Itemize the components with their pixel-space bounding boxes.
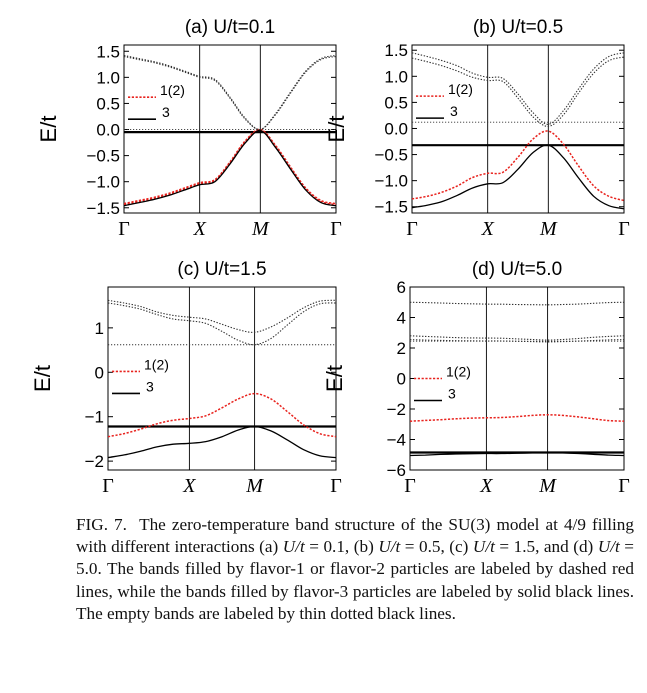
y-axis-label: E/t [30, 365, 55, 392]
x-tick-label: M [538, 475, 557, 497]
legend-label-3: 3 [162, 104, 170, 120]
y-axis-label: E/t [324, 116, 349, 143]
band-filled12 [124, 128, 336, 205]
y-tick-label: −0.5 [86, 147, 120, 166]
band-filled3 [412, 144, 624, 210]
band-empty [410, 335, 624, 341]
y-tick-label: 0.0 [384, 119, 408, 138]
y-tick-label: 1.5 [96, 42, 120, 61]
y-tick-label: 1.5 [384, 41, 408, 60]
y-tick-label: −0.5 [374, 146, 408, 165]
band-structure-figure: (a) U/t=0.1E/t1.51.00.50.0−0.5−1.0−1.5Γ X… [30, 17, 630, 497]
y-axis-label: E/t [36, 116, 61, 143]
panel-1: (a) U/t=0.1E/t1.51.00.50.0−0.5−1.0−1.5Γ X… [36, 17, 342, 240]
band-empty [108, 302, 336, 346]
y-tick-label: 2 [397, 339, 406, 358]
band-empty [124, 54, 336, 131]
band-empty [412, 56, 624, 127]
caption-u-a: U/t [282, 537, 305, 557]
x-tick-label: Γ [406, 218, 418, 240]
plot-area [410, 301, 624, 457]
y-tick-label: −1.0 [374, 172, 408, 191]
y-tick-label: −1.5 [374, 198, 408, 217]
caption-val-b: = 0.5, (c) [400, 537, 473, 557]
band-filled12 [410, 414, 624, 422]
caption-val-a: = 0.1, (b) [304, 537, 379, 557]
band-empty [124, 55, 336, 131]
y-tick-label: 0 [95, 363, 104, 382]
plot-area [412, 52, 624, 210]
plot-frame [411, 44, 625, 214]
legend-label-1-2: 1(2) [448, 81, 473, 97]
y-tick-label: −4 [387, 431, 406, 450]
y-tick-label: −1.0 [86, 173, 120, 192]
legend-label-3: 3 [450, 103, 458, 119]
y-tick-label: 6 [397, 278, 406, 297]
panel-2: (b) U/t=0.5E/t1.51.00.50.0−0.5−1.0−1.5Γ X… [324, 17, 630, 240]
x-tick-label: X [193, 218, 207, 240]
y-tick-label: 1.0 [96, 68, 120, 87]
band-filled12 [108, 392, 336, 438]
plot-frame [107, 286, 337, 471]
x-tick-label: X [481, 218, 495, 240]
band-filled3 [124, 129, 336, 207]
y-tick-label: −6 [387, 461, 406, 480]
x-tick-label: Γ [118, 218, 130, 240]
y-tick-label: 1.0 [384, 67, 408, 86]
x-tick-label: M [539, 218, 558, 240]
caption-u-d: U/t [597, 537, 620, 557]
x-tick-label: Γ [618, 475, 630, 497]
x-tick-label: X [479, 475, 493, 497]
legend-label-1-2: 1(2) [160, 82, 185, 98]
x-tick-label: Γ [330, 475, 342, 497]
plot-frame [409, 286, 625, 471]
band-empty [410, 339, 624, 343]
panel-title: (a) U/t=0.1 [185, 17, 275, 38]
y-axis-label: E/t [322, 365, 347, 392]
x-tick-label: M [245, 475, 264, 497]
caption-u-c: U/t [472, 537, 495, 557]
y-tick-label: 1 [95, 319, 104, 338]
band-empty [108, 299, 336, 333]
y-tick-label: −1.5 [86, 199, 120, 218]
panel-title: (d) U/t=5.0 [472, 259, 562, 280]
plot-area [124, 54, 336, 207]
plot-area [108, 299, 336, 459]
band-empty [410, 301, 624, 306]
y-tick-label: 0.0 [96, 121, 120, 140]
legend-label-3: 3 [448, 386, 456, 402]
legend-label-1-2: 1(2) [446, 364, 471, 380]
figure-caption: FIG. 7. The zero-temperature band struct… [76, 514, 634, 625]
band-filled12 [412, 130, 624, 202]
y-tick-label: 4 [397, 309, 406, 328]
x-tick-label: Γ [102, 475, 114, 497]
y-tick-label: −1 [85, 408, 104, 427]
x-tick-label: X [182, 475, 196, 497]
band-filled3 [108, 425, 336, 459]
x-tick-label: Γ [618, 218, 630, 240]
x-tick-label: M [251, 218, 270, 240]
panel-3: (c) U/t=1.5 E/t 1 0 −1 −2 Γ X M Γ 1(2) 3 [30, 259, 342, 497]
y-tick-label: 0.5 [384, 93, 408, 112]
y-tick-label: 0 [397, 370, 406, 389]
legend-label-1-2: 1(2) [144, 356, 169, 372]
plot-frame [123, 44, 337, 214]
x-tick-label: Γ [404, 475, 416, 497]
band-filled3 [410, 451, 624, 457]
band-empty [412, 52, 624, 125]
caption-text-a: The zero-temperature band structure of t… [76, 515, 634, 557]
band-filled12 [124, 128, 336, 206]
x-tick-label: Γ [330, 218, 342, 240]
y-tick-label: −2 [85, 452, 104, 471]
y-tick-label: −2 [387, 400, 406, 419]
caption-u-b: U/t [378, 537, 401, 557]
legend-label-3: 3 [146, 378, 154, 394]
caption-label: FIG. 7. [76, 515, 127, 534]
caption-val-c: = 1.5, and (d) [494, 537, 598, 557]
panel-title: (c) U/t=1.5 [177, 259, 266, 280]
caption-text-end: = 5.0. The bands filled by flavor-1 or f… [76, 537, 634, 623]
panel-title: (b) U/t=0.5 [473, 17, 563, 38]
y-tick-label: 0.5 [96, 94, 120, 113]
